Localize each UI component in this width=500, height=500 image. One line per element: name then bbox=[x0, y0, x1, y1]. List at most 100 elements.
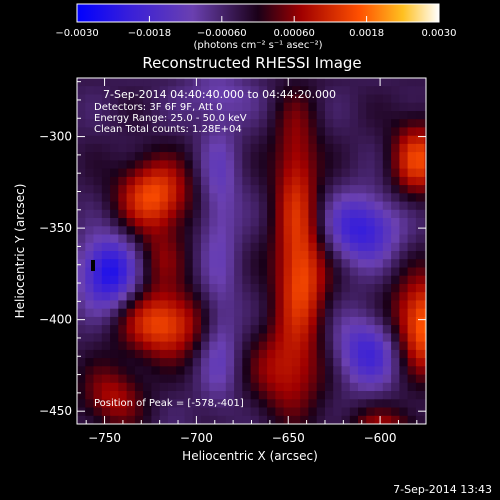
heatmap-cell bbox=[382, 143, 392, 153]
heatmap-cell bbox=[192, 102, 202, 112]
heatmap-cell bbox=[316, 300, 326, 310]
heatmap-cell bbox=[415, 391, 425, 400]
heatmap-cell bbox=[333, 366, 343, 376]
heatmap-cell bbox=[341, 415, 351, 424]
heatmap-cell bbox=[176, 168, 186, 178]
heatmap-cell bbox=[267, 193, 276, 203]
heatmap-cell bbox=[209, 391, 219, 400]
heatmap-cell bbox=[118, 176, 128, 186]
heatmap-cell bbox=[110, 127, 119, 137]
heatmap-cell bbox=[159, 399, 169, 409]
heatmap-cell bbox=[391, 316, 400, 326]
heatmap-cell bbox=[225, 185, 235, 194]
heatmap-cell bbox=[408, 424, 417, 433]
heatmap-cell bbox=[258, 94, 268, 104]
heatmap-cell bbox=[250, 234, 260, 244]
heatmap-cell bbox=[159, 78, 169, 87]
heatmap-cell bbox=[167, 275, 177, 285]
heatmap-cell bbox=[275, 201, 285, 211]
heatmap-cell bbox=[358, 160, 367, 170]
heatmap-cell bbox=[349, 333, 359, 343]
heatmap-cell bbox=[167, 102, 177, 112]
heatmap-cell bbox=[151, 382, 161, 392]
heatmap-cell bbox=[225, 143, 235, 153]
heatmap-cell bbox=[358, 300, 367, 310]
heatmap-cell bbox=[110, 391, 119, 400]
heatmap-cell bbox=[283, 341, 293, 351]
heatmap-cell bbox=[300, 168, 310, 178]
heatmap-cell bbox=[358, 407, 367, 417]
heatmap-cell bbox=[399, 209, 409, 219]
heatmap-cell bbox=[192, 415, 202, 424]
heatmap-cell bbox=[118, 366, 128, 376]
heatmap-cell bbox=[291, 135, 301, 145]
colorbar-ticks: −0.0030 −0.0018 −0.00060 0.00060 0.0018 0.003… bbox=[55, 16, 457, 39]
heatmap-cell bbox=[234, 176, 243, 186]
heatmap-cell bbox=[399, 78, 409, 87]
heatmap-cell bbox=[325, 407, 334, 417]
heatmap-cell bbox=[391, 374, 400, 384]
heatmap-cell bbox=[159, 143, 169, 153]
heatmap-cell bbox=[159, 234, 169, 244]
heatmap-cell bbox=[143, 242, 152, 252]
heatmap-cell bbox=[159, 127, 169, 137]
heatmap-cell bbox=[275, 209, 285, 219]
heatmap-cell bbox=[358, 242, 367, 252]
heatmap-cell bbox=[110, 415, 119, 424]
heatmap-cell bbox=[267, 152, 276, 161]
heatmap-cell bbox=[85, 226, 95, 236]
heatmap-cell bbox=[341, 259, 351, 268]
heatmap-cell bbox=[415, 94, 425, 104]
heatmap-cell bbox=[366, 168, 376, 178]
heatmap-cell bbox=[291, 259, 301, 268]
heatmap-cell bbox=[267, 316, 276, 326]
heatmap-cell bbox=[275, 168, 285, 178]
heatmap-cell bbox=[374, 193, 384, 203]
heatmap-cell bbox=[201, 333, 210, 343]
heatmap-cell bbox=[391, 366, 400, 376]
heatmap-cell bbox=[209, 111, 219, 120]
heatmap-cell bbox=[151, 358, 161, 367]
heatmap-cell bbox=[333, 226, 343, 236]
heatmap-cell bbox=[267, 94, 276, 104]
heatmap-cell bbox=[407, 407, 417, 417]
heatmap-cell bbox=[134, 399, 144, 409]
heatmap-cell bbox=[167, 111, 177, 120]
heatmap-cell bbox=[184, 160, 194, 170]
heatmap-cell bbox=[316, 374, 326, 384]
heatmap-cell bbox=[192, 349, 202, 359]
heatmap-cell bbox=[126, 168, 136, 178]
heatmap-cell bbox=[349, 209, 359, 219]
heatmap-cell bbox=[176, 415, 186, 424]
heatmap-cell bbox=[217, 308, 227, 318]
heatmap-cell bbox=[415, 267, 425, 277]
heatmap-cell bbox=[143, 325, 152, 334]
heatmap-cell bbox=[250, 267, 260, 277]
heatmap-cell bbox=[374, 325, 384, 334]
heatmap-cell bbox=[358, 267, 367, 277]
heatmap-cell bbox=[159, 201, 169, 211]
heatmap-cell bbox=[126, 325, 136, 334]
heatmap-cell bbox=[341, 391, 351, 400]
heatmap-cell bbox=[382, 251, 392, 260]
heatmap-cell bbox=[101, 259, 111, 268]
heatmap-cell bbox=[176, 135, 186, 145]
heatmap-cell bbox=[250, 209, 260, 219]
heatmap-cell bbox=[234, 86, 243, 95]
heatmap-cell bbox=[110, 366, 119, 376]
heatmap-cell bbox=[209, 143, 219, 153]
y-tick-label: −450 bbox=[39, 404, 72, 418]
heatmap-cell bbox=[209, 168, 219, 178]
heatmap-cell bbox=[366, 102, 376, 112]
heatmap-cell bbox=[77, 86, 86, 95]
heatmap-cell bbox=[258, 152, 268, 161]
heatmap-cell bbox=[325, 415, 334, 424]
heatmap-cell bbox=[159, 325, 169, 334]
heatmap-cell bbox=[291, 358, 301, 367]
heatmap-cell bbox=[333, 127, 343, 137]
heatmap-cell bbox=[316, 284, 326, 293]
heatmap-cell bbox=[275, 341, 285, 351]
heatmap-cell bbox=[209, 226, 219, 236]
heatmap-cell bbox=[192, 259, 202, 268]
heatmap-cell bbox=[201, 407, 210, 417]
